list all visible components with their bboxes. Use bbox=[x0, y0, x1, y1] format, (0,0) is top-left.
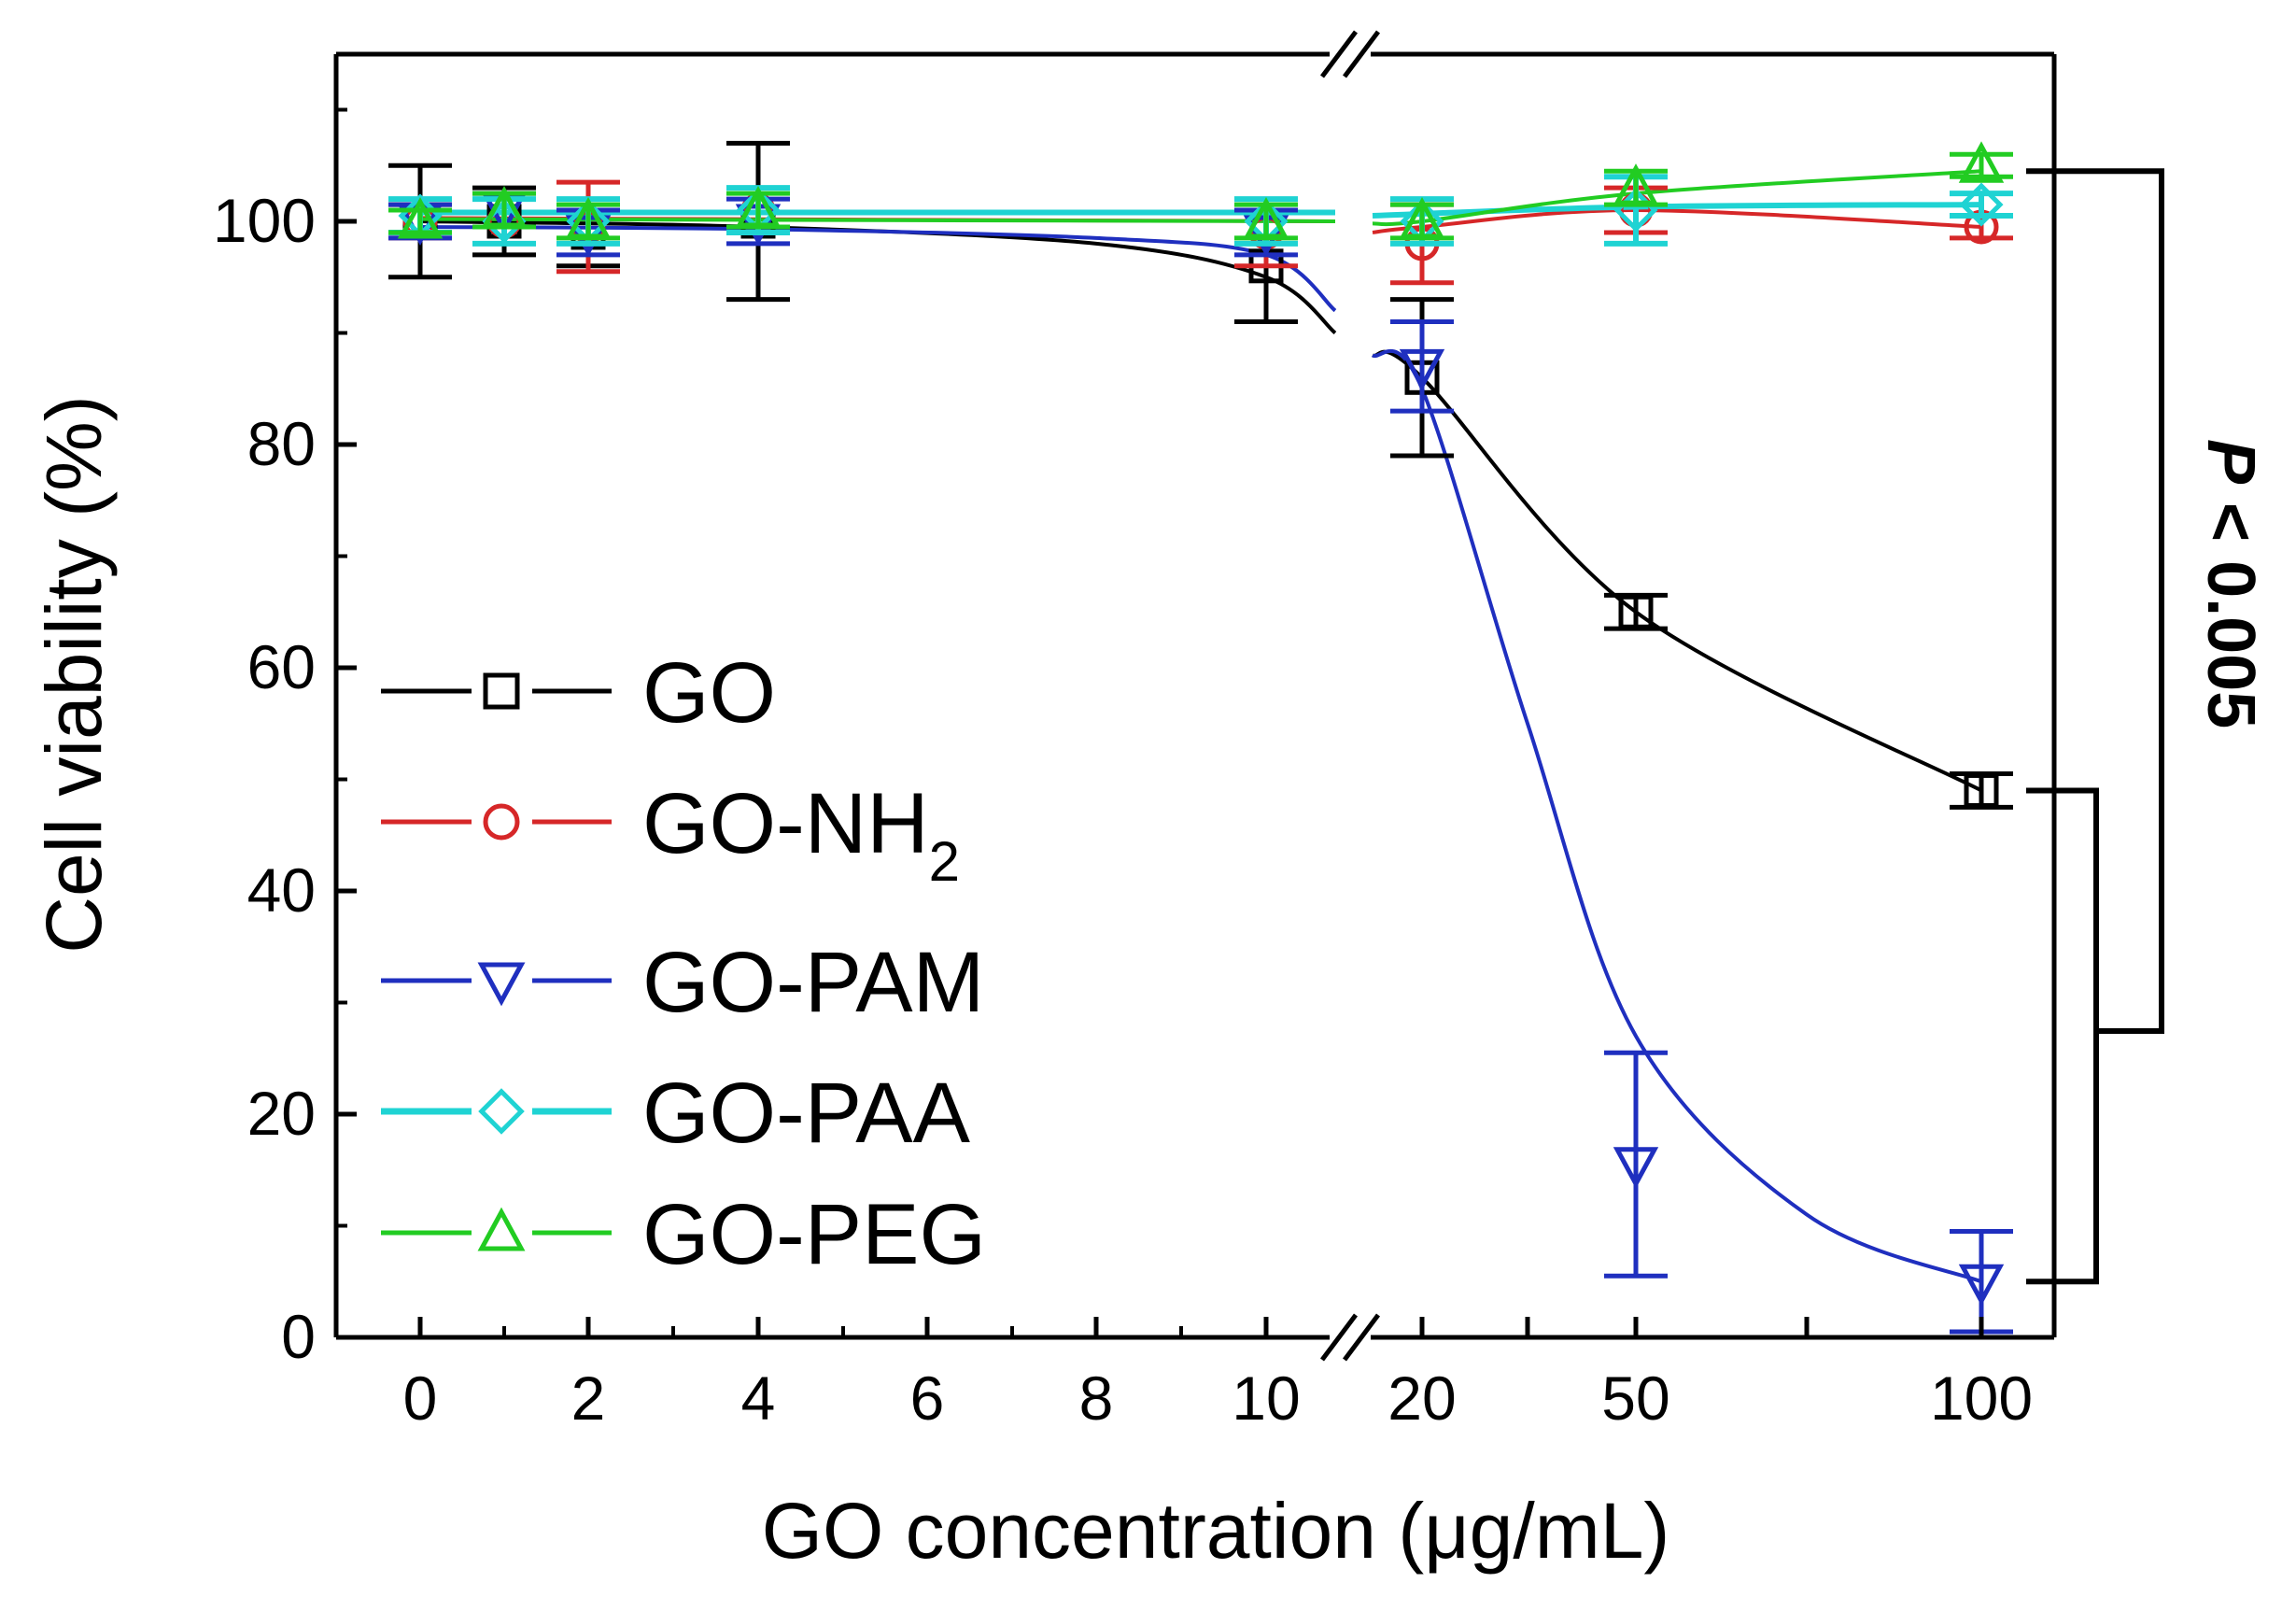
go-peg-fit-curve bbox=[419, 217, 1336, 223]
go-peg-series bbox=[388, 141, 2013, 241]
go-point bbox=[1964, 772, 1999, 808]
go-peg-point bbox=[1958, 141, 2005, 183]
y-tick-label: 80 bbox=[247, 409, 316, 478]
x-tick-label: 0 bbox=[403, 1364, 438, 1433]
x-tick-label: 8 bbox=[1079, 1364, 1114, 1433]
x-tick-label: 2 bbox=[571, 1364, 606, 1433]
y-axis-label: Cell viability (%) bbox=[30, 395, 118, 953]
go-point bbox=[1618, 594, 1654, 629]
go-fit-curve bbox=[1372, 349, 1982, 793]
bracket-outer bbox=[2026, 168, 2164, 1034]
y-tick-label: 20 bbox=[247, 1079, 316, 1148]
go-peg-point bbox=[481, 186, 528, 228]
legend-label-go: GO bbox=[642, 645, 776, 741]
legend-label-go-paa: GO-PAA bbox=[642, 1066, 971, 1161]
plot-frame bbox=[333, 30, 2057, 1362]
p-value-label: P < 0.005 bbox=[2193, 439, 2268, 728]
x-tick-label: 4 bbox=[741, 1364, 776, 1433]
go-pam-point bbox=[1958, 1264, 2005, 1307]
legend-marker-go-peg bbox=[477, 1207, 526, 1251]
x-tick-label: 20 bbox=[1387, 1364, 1456, 1433]
axis-break-mark bbox=[1343, 1313, 1380, 1362]
x-tick-label: 50 bbox=[1601, 1364, 1669, 1433]
axis-break-mark bbox=[1320, 30, 1358, 78]
go-peg-point bbox=[1243, 196, 1289, 239]
y-tick-label: 0 bbox=[281, 1302, 316, 1371]
go-peg-point bbox=[565, 196, 612, 239]
go-pam-point bbox=[1399, 348, 1445, 391]
go-pam-point bbox=[1613, 1147, 1659, 1189]
go-paa-point bbox=[1959, 182, 2004, 227]
p-value-threshold: < 0.005 bbox=[2193, 484, 2268, 728]
x-axis-label: GO concentration (μg/mL) bbox=[762, 1487, 1670, 1575]
go-peg-point bbox=[1613, 163, 1659, 205]
legend: GO GO-NH2 GO-PAM GO-PAA GO-PEG bbox=[381, 645, 986, 1282]
go-peg-point bbox=[397, 196, 444, 239]
legend-marker-go-pam bbox=[477, 962, 526, 1007]
x-tick-label: 100 bbox=[1930, 1364, 2033, 1433]
axis-ticks: 0 20 40 60 80 100 0 2 4 6 8 10 20 50 100 bbox=[213, 107, 2033, 1433]
axis-break-mark bbox=[1343, 30, 1380, 78]
data-series bbox=[388, 140, 2013, 1335]
y-tick-label: 40 bbox=[247, 855, 316, 925]
y-tick-label: 100 bbox=[213, 186, 316, 255]
legend-label-go-nh2: GO-NH2 bbox=[642, 776, 960, 893]
x-tick-label: 10 bbox=[1232, 1364, 1300, 1433]
y-tick-label: 60 bbox=[247, 632, 316, 701]
legend-label-go-peg: GO-PEG bbox=[642, 1187, 986, 1282]
legend-label-go-pam: GO-PAM bbox=[642, 935, 984, 1030]
p-value-symbol: P bbox=[2193, 439, 2268, 485]
significance-annotation: P < 0.005 bbox=[2026, 168, 2268, 1285]
go-peg-point bbox=[735, 186, 782, 228]
legend-marker-go-nh2 bbox=[483, 803, 520, 841]
bracket-inner bbox=[2026, 787, 2099, 1285]
legend-marker-go bbox=[483, 672, 520, 710]
x-tick-label: 6 bbox=[910, 1364, 945, 1433]
axis-break-mark bbox=[1320, 1313, 1358, 1362]
legend-marker-go-paa bbox=[478, 1088, 525, 1135]
go-peg-point bbox=[1399, 196, 1445, 239]
